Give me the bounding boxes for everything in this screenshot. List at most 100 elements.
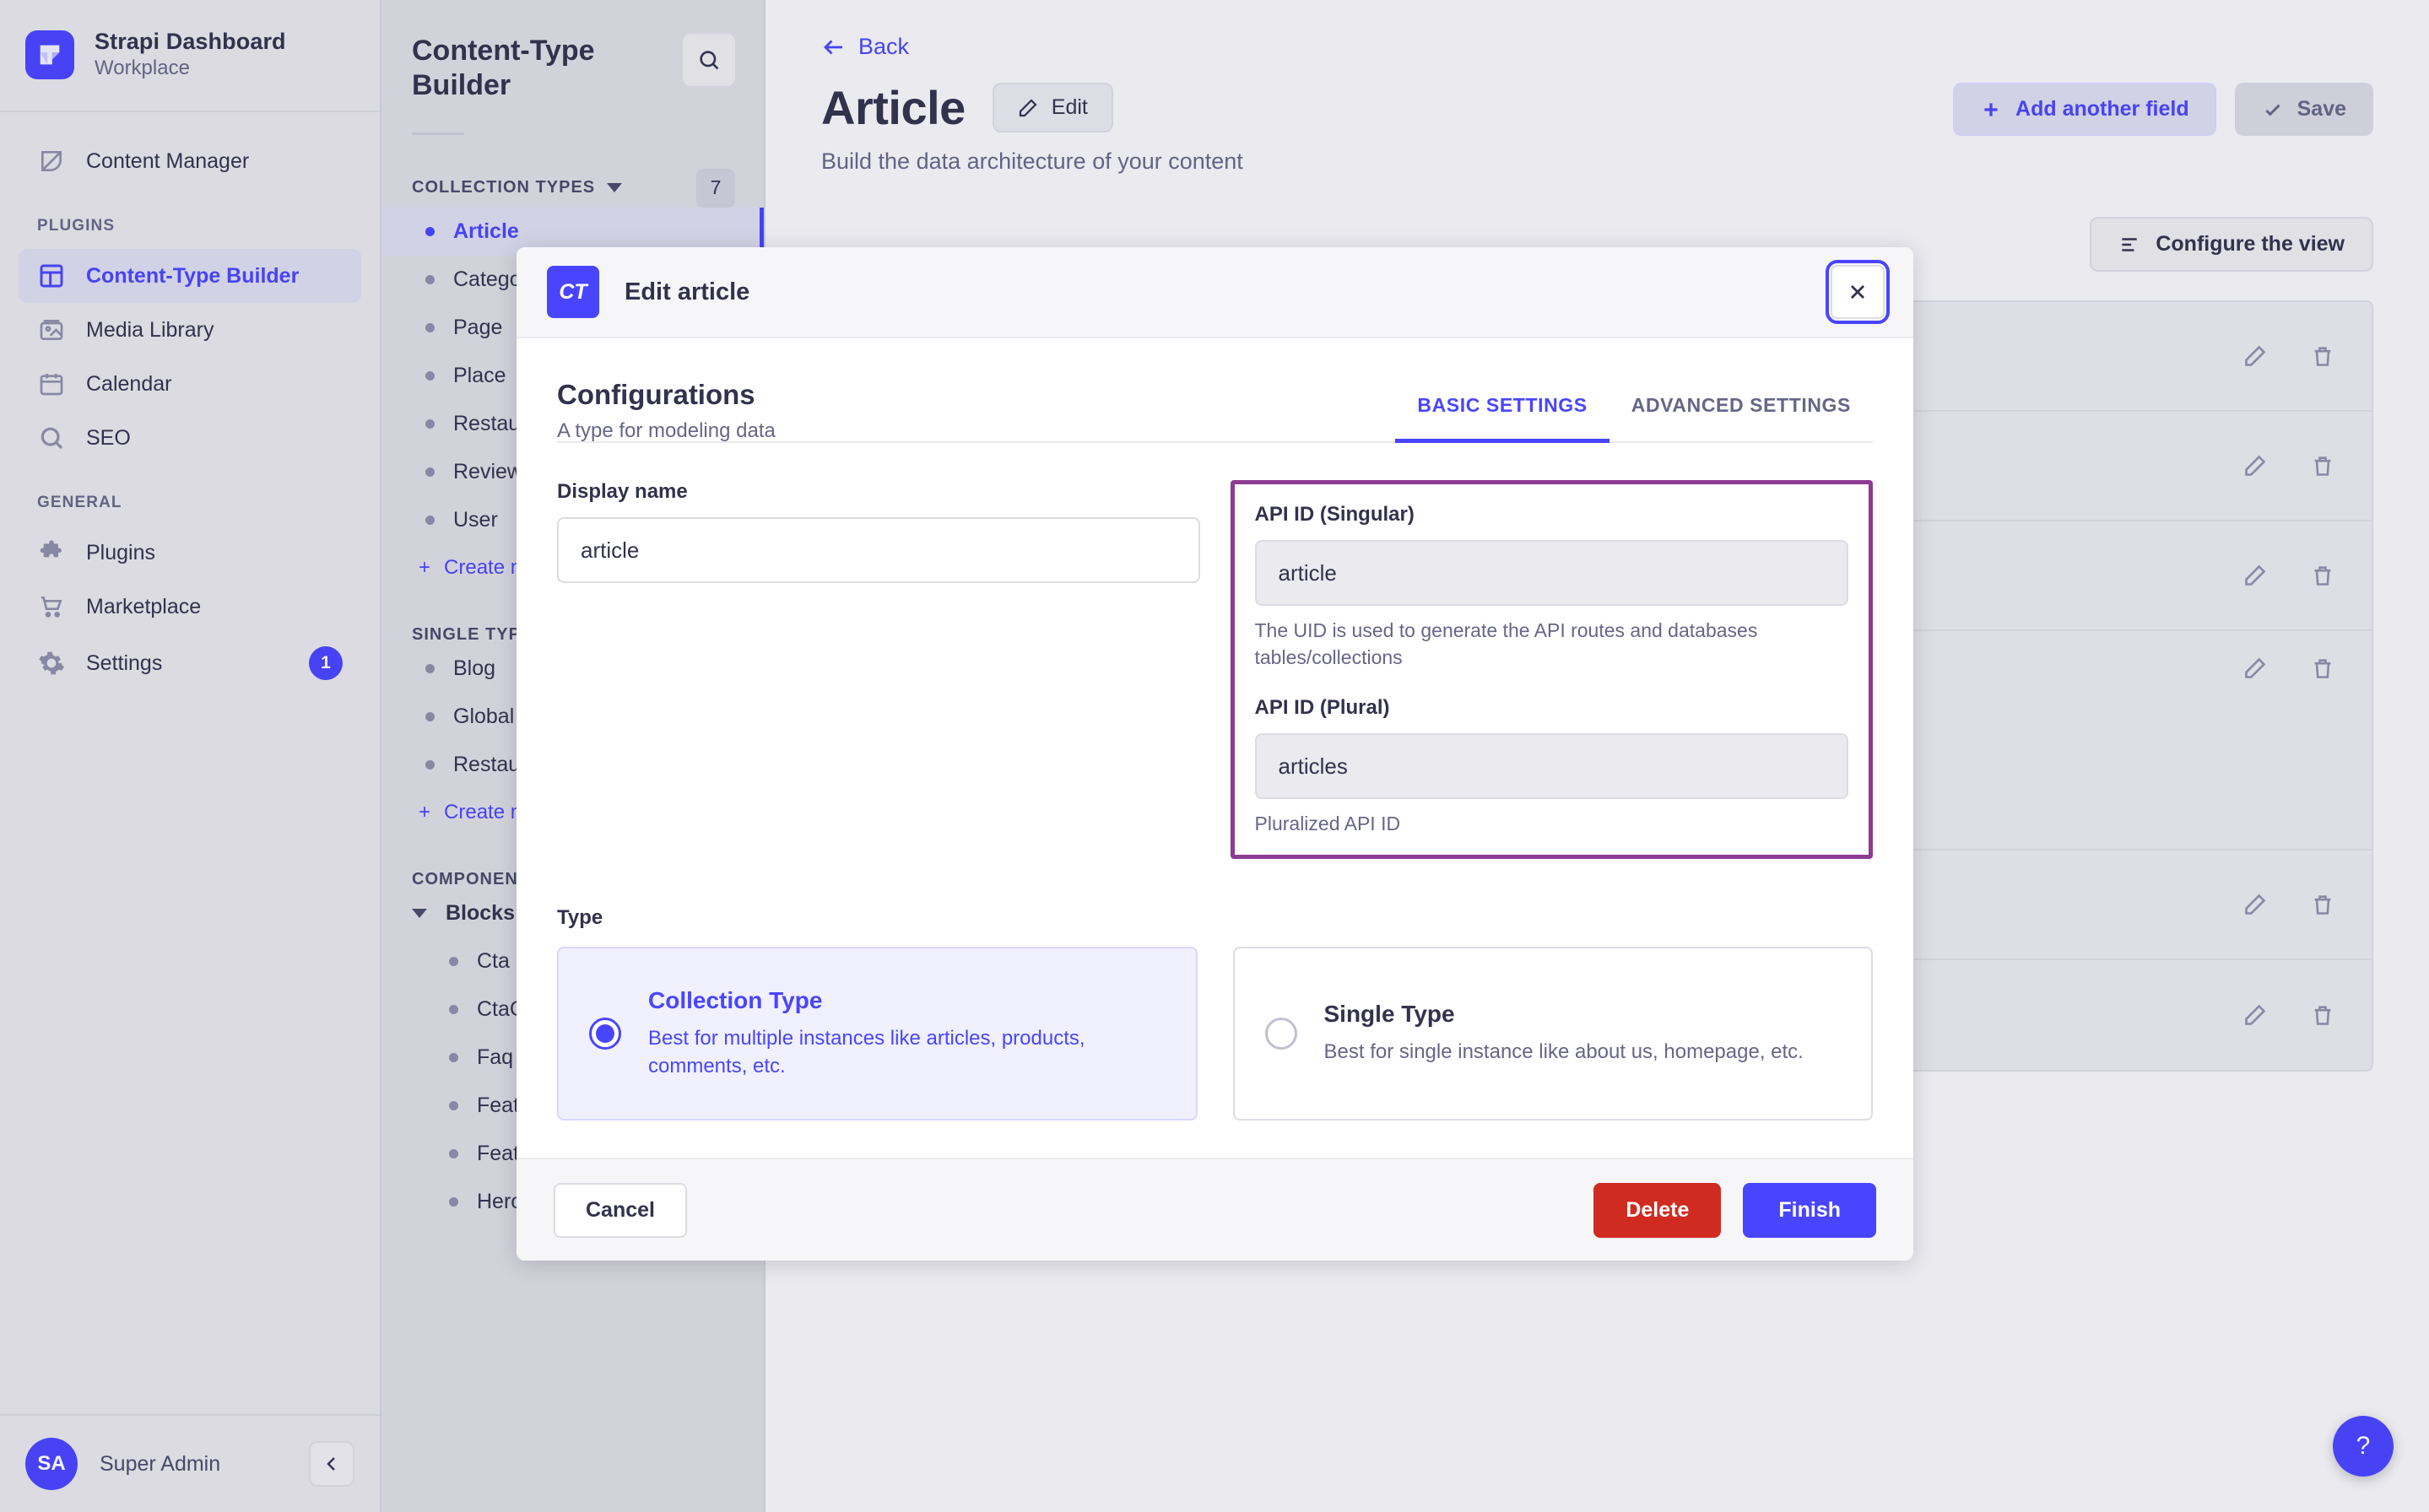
bullet-icon [425,370,435,381]
trash-icon[interactable] [2311,656,2334,680]
trash-icon[interactable] [2311,1003,2334,1027]
save-label: Save [2296,97,2346,121]
nav-list: Content Manager PLUGINS Content-Type Bui… [0,112,380,1414]
trash-icon[interactable] [2311,564,2334,587]
help-button[interactable]: ? [2333,1416,2394,1477]
row-actions [2243,454,2334,478]
type-option-collection-type[interactable]: Collection Type Best for multiple instan… [557,947,1198,1121]
type-label: Type [557,906,603,930]
radio-icon [1264,1018,1297,1050]
ct-item-cta[interactable]: Cta [381,937,764,986]
arrow-left-icon [821,35,847,60]
close-icon[interactable] [1826,260,1890,324]
configurations-title: Configurations [557,379,755,410]
bullet-icon [425,711,435,721]
trash-icon[interactable] [2311,344,2334,368]
ct-item-label: Blog [453,656,496,680]
row-actions [2243,656,2334,680]
search-icon[interactable] [683,34,735,86]
configure-label: Configure the view [2156,232,2345,256]
ct-item-label: Global [453,704,515,728]
trash-icon[interactable] [2311,893,2334,916]
ct-item-label: Place [453,363,506,387]
add-field-label: Add another field [2015,97,2189,121]
plus-icon: + [419,555,431,579]
sidebar-item-media-library[interactable]: Media Library [19,303,361,357]
ct-group-label: COLLECTION TYPES [412,178,596,197]
footer-primary-actions: Delete Finish [1593,1182,1876,1238]
ct-group-collection-types[interactable]: COLLECTION TYPES 7 [381,135,764,208]
ct-group-single-types[interactable]: SINGLE TYPES [381,591,764,645]
ct-item-hero[interactable]: Hero [381,1178,764,1226]
sidebar-item-seo[interactable]: SEO [19,411,361,465]
save-button[interactable]: Save [2234,83,2373,136]
ct-group-label: SINGLE TYPES [412,624,545,644]
image-icon [37,316,66,344]
bullet-icon [425,274,435,284]
ct-item-label: Blocks [446,900,515,925]
api-id-plural-input[interactable] [1254,733,1848,800]
user-name: Super Admin [100,1451,221,1476]
api-id-singular-input[interactable] [1254,540,1848,606]
ct-item-blog[interactable]: Blog [381,645,764,693]
configure-the-view-button[interactable]: Configure the view [2090,217,2373,272]
type-option-single-type[interactable]: Single Type Best for single instance lik… [1232,947,1873,1121]
sidebar-item-label: Calendar [86,371,172,396]
display-name-column: Display name [557,480,1200,859]
ct-component-group-blocks[interactable]: Blocks [381,889,764,937]
sidebar-item-label: Content-Type Builder [86,263,300,288]
modal-title: Edit article [625,278,750,305]
pencil-icon[interactable] [2243,1003,2267,1027]
ct-item-review[interactable]: Review [381,448,764,496]
pencil-icon[interactable] [2243,893,2267,916]
row-actions [2243,344,2334,368]
pencil-icon[interactable] [2243,454,2267,478]
sidebar-item-plugins[interactable]: Plugins [19,526,361,580]
pencil-icon[interactable] [2243,344,2267,368]
bullet-icon [449,1100,458,1110]
ct-panel-header: Content-Type Builder [381,0,764,104]
brand-name: Strapi Dashboard [95,29,286,54]
ct-item-page[interactable]: Page [381,304,764,352]
ct-item-label: Article [453,219,519,243]
ct-item-place[interactable]: Place [381,352,764,400]
cancel-button[interactable]: Cancel [554,1182,687,1238]
ct-item-user[interactable]: User [381,496,764,544]
bullet-icon [449,1004,458,1014]
header-actions: Add another field Save [1953,83,2373,136]
sidebar-item-settings[interactable]: Settings 1 [19,634,361,693]
back-link[interactable]: Back [821,34,2373,60]
edit-label: Edit [1051,95,1088,119]
pencil-icon[interactable] [2243,656,2267,680]
search-icon [37,424,66,452]
modal-body: Configurations A type for modeling data … [517,338,1913,1158]
sidebar-item-content-manager[interactable]: Content Manager [19,134,361,188]
bullet-icon [425,663,435,673]
divider [412,132,464,135]
sidebar-item-label: Media Library [86,317,214,342]
sidebar-item-marketplace[interactable]: Marketplace [19,580,361,634]
configurations-subtitle: A type for modeling data [557,419,776,442]
trash-icon[interactable] [2311,454,2334,478]
avatar[interactable]: SA [25,1438,78,1490]
page-subtitle: Build the data architecture of your cont… [821,148,1243,174]
type-option-title: Collection Type [648,986,823,1013]
sidebar-item-calendar[interactable]: Calendar [19,357,361,411]
type-option-title: Single Type [1323,1001,1455,1028]
sidebar-item-label: Plugins [86,540,155,564]
delete-button[interactable]: Delete [1593,1182,1722,1238]
finish-button[interactable]: Finish [1743,1182,1876,1238]
tab-basic-settings[interactable]: BASIC SETTINGS [1395,394,1609,443]
ct-group-components[interactable]: COMPONENTS [381,836,764,889]
ct-item-faq[interactable]: Faq [381,1034,764,1082]
tab-advanced-settings[interactable]: ADVANCED SETTINGS [1631,394,1851,416]
chevron-left-icon[interactable] [309,1441,354,1487]
cart-icon [37,592,66,621]
pencil-icon[interactable] [2243,564,2267,587]
display-name-input[interactable] [557,517,1200,583]
edit-button[interactable]: Edit [992,83,1113,132]
add-another-field-button[interactable]: Add another field [1953,83,2216,136]
ct-item-global[interactable]: Global [381,693,764,741]
sidebar-item-content-type-builder[interactable]: Content-Type Builder [19,249,361,303]
